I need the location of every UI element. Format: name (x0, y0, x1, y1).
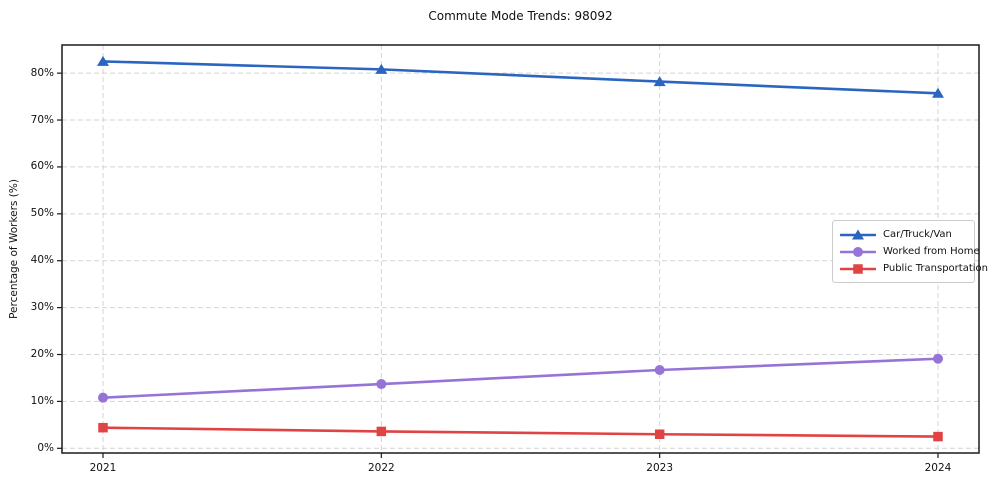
triangle-marker (852, 229, 864, 239)
x-tick-label: 2022 (367, 462, 395, 474)
triangle-marker (375, 63, 388, 74)
circle-marker (654, 364, 665, 375)
series-line (101, 60, 940, 95)
triangle-marker (653, 76, 666, 87)
legend-label: Car/Truck/Van (883, 229, 952, 240)
triangle-marker (932, 87, 944, 98)
square-marker (654, 429, 665, 439)
y-tick-label: 60% (30, 160, 54, 173)
circle-marker (933, 353, 943, 364)
legend-label: Worked from Home (883, 246, 980, 257)
y-tick-label: 0% (37, 441, 54, 454)
square-marker (933, 431, 943, 442)
legend-marker-sample (840, 263, 876, 274)
square-marker (376, 426, 387, 437)
legend-marker-sample (840, 246, 876, 257)
y-tick-label: 70% (30, 113, 54, 126)
legend-entry: Car/Truck/Van (840, 226, 967, 243)
legend-entry: Worked from Home (840, 243, 980, 260)
series-line (101, 426, 940, 438)
x-tick-label: 2024 (924, 462, 952, 474)
legend-entry: Public Transportation (840, 260, 988, 277)
x-tick-label: 2021 (89, 462, 117, 474)
series-line (101, 357, 940, 399)
triangle-marker (97, 55, 109, 66)
x-tick-label: 2023 (646, 462, 674, 474)
square-marker (98, 422, 108, 433)
circle-marker (376, 379, 387, 390)
chart-title: Commute Mode Trends: 98092 (428, 9, 613, 23)
y-tick-label: 50% (30, 207, 54, 220)
legend-marker-sample (840, 229, 876, 239)
square-marker (853, 263, 863, 274)
legend-label: Public Transportation (883, 263, 988, 274)
y-tick-label: 20% (30, 348, 54, 361)
y-tick-label: 80% (30, 66, 54, 79)
circle-marker (853, 246, 863, 257)
plot-border (61, 44, 980, 454)
y-tick-label: 30% (30, 301, 54, 314)
circle-marker (98, 392, 108, 403)
legend: Car/Truck/Van Worked from Home Public Tran… (832, 220, 988, 283)
y-tick-label: 10% (30, 394, 54, 407)
y-tick-label: 40% (30, 254, 54, 267)
